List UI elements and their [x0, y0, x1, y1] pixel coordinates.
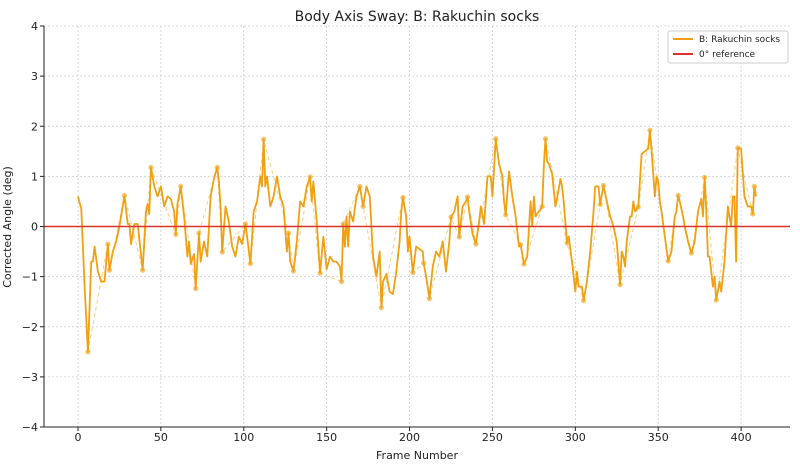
y-tick-label: −4 [22, 421, 38, 434]
extrema-marker [635, 204, 641, 210]
extrema-marker [503, 212, 509, 218]
extrema-marker [456, 234, 462, 240]
extrema-marker [106, 267, 113, 273]
x-tick-label: 150 [316, 431, 337, 444]
extrema-marker [196, 230, 202, 236]
extrema-marker [285, 230, 292, 236]
extrema-marker [539, 203, 545, 210]
x-tick-label: 0 [74, 431, 81, 444]
extrema-marker [105, 241, 111, 247]
extrema-marker [247, 260, 253, 267]
y-tick-label: −3 [22, 371, 38, 384]
extrema-marker [448, 214, 454, 220]
extrema-marker [340, 221, 346, 227]
extrema-marker [675, 192, 681, 199]
extrema-marker [140, 267, 146, 273]
plot-marks [44, 127, 790, 355]
y-tick-label: 0 [31, 221, 38, 234]
extrema-marker [564, 240, 570, 246]
y-tick-label: 4 [31, 20, 38, 33]
extrema-marker [647, 127, 653, 133]
extrema-marker [473, 241, 479, 247]
extrema-marker [665, 258, 671, 264]
extrema-marker [378, 305, 384, 311]
extrema-marker [410, 270, 416, 276]
extrema-marker [751, 183, 757, 189]
extrema-marker [242, 221, 249, 227]
x-tick-label: 100 [233, 431, 254, 444]
y-tick-label: 2 [31, 120, 38, 133]
extrema-marker [426, 296, 433, 302]
extrema-marker [521, 261, 527, 267]
extrema-marker [307, 174, 313, 180]
extrema-marker [338, 279, 345, 285]
extrema-marker [735, 145, 741, 151]
extrema-dashed-line [87, 130, 755, 352]
x-axis-label: Frame Number [376, 449, 458, 462]
axis-ticks: 0 50 100 150 200 250 300 350 400 −4 −3 −2 −1 0 1 2 3 4 [22, 20, 752, 444]
extrema-marker [290, 268, 297, 274]
extrema-marker [542, 136, 549, 142]
extrema-marker [750, 211, 756, 217]
extrema-marker [400, 194, 406, 201]
extrema-marker [148, 164, 154, 170]
y-axis-label: Corrected Angle (deg) [1, 166, 14, 288]
x-tick-label: 300 [565, 431, 586, 444]
extrema-marker [360, 203, 366, 210]
extrema-marker [421, 260, 427, 266]
extrema-marker [518, 241, 524, 248]
extrema-marker [178, 183, 184, 189]
x-tick-label: 400 [731, 431, 752, 444]
extrema-marker [600, 182, 607, 188]
x-tick-label: 350 [648, 431, 669, 444]
extrema-marker [219, 249, 225, 255]
series-line-rakuchin-socks [77, 129, 757, 353]
y-tick-label: −1 [22, 271, 38, 284]
extrema-marker [214, 164, 220, 170]
extrema-marker [193, 286, 199, 292]
extrema-marker [85, 349, 91, 355]
legend-label-reference: 0° reference [699, 50, 756, 60]
extrema-marker [357, 183, 363, 189]
extrema-marker [173, 231, 179, 238]
extrema-marker [317, 270, 323, 276]
extrema-marker [597, 201, 603, 208]
x-tick-label: 200 [399, 431, 420, 444]
y-tick-label: 3 [31, 70, 38, 83]
extrema-marker [702, 174, 708, 180]
extrema-marker [617, 282, 623, 288]
legend-label-series: B: Rakuchin socks [699, 35, 780, 45]
extrema-marker [464, 194, 471, 200]
extrema-marker [121, 192, 128, 199]
legend-box [667, 30, 789, 64]
extrema-marker [581, 298, 587, 304]
chart-title: Body Axis Sway: B: Rakuchin socks [295, 9, 540, 25]
extrema-marker [493, 136, 499, 142]
extrema-marker [713, 297, 719, 303]
extrema-marker [261, 136, 267, 142]
x-tick-label: 50 [154, 431, 168, 444]
y-tick-label: 1 [31, 170, 38, 183]
extrema-marker [688, 250, 694, 256]
legend: B: Rakuchin socks 0° reference [667, 30, 789, 64]
y-tick-label: −2 [22, 321, 38, 334]
x-tick-label: 250 [482, 431, 503, 444]
